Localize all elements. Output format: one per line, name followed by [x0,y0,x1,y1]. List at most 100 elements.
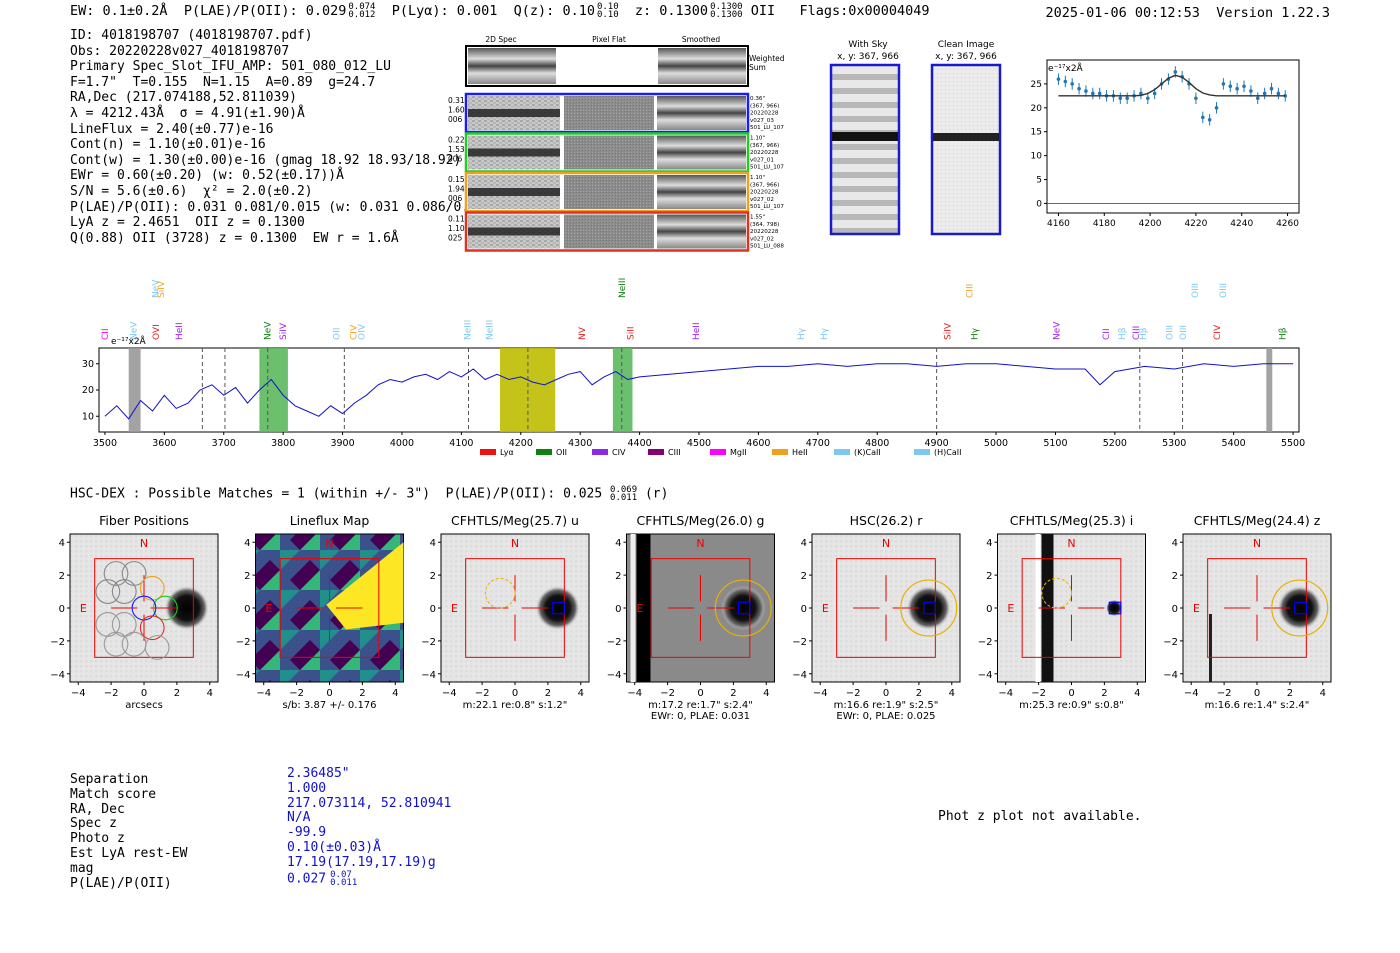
panel-xtick-label: 4 [1134,688,1140,699]
image-panel-caption: m:25.3 re:0.9" s:0.8" [1019,700,1124,711]
zoom-ytick-label: 5 [1036,176,1042,186]
cutout-row-right-label: 501_LU_107 [750,165,784,171]
panel-ytick-label: 4 [801,538,807,549]
header-z-range: 0.1300 0.1300 [710,2,743,20]
panel-ytick-label: 0 [615,604,621,615]
zoom-ytick-label: 10 [1031,152,1043,162]
cutout-row-left-label: 0.15 [448,175,465,184]
summary-value: -99.9 [287,825,327,841]
summary-value: 1.000 [287,780,327,796]
full-xtick-label: 3900 [330,438,354,449]
full-xtick-label: 5000 [984,438,1008,449]
info-line: P(LAE)/P(OII): 0.031 0.081/0.015 (w: 0.0… [70,199,501,215]
spectrum-shade [612,348,633,432]
photz-note: Phot z plot not available. [938,809,1142,824]
full-xtick-label: 5400 [1222,438,1246,449]
clean-image-panel: Clean Image x, y: 367, 966 [930,40,1002,236]
emission-line-label: NeIII [463,320,473,340]
panel-ytick-label: 2 [801,571,807,582]
panel-xtick-label: 4 [207,688,213,699]
zoom-xtick-label: 4260 [1276,219,1299,229]
emission-line-label: HeII [692,322,702,340]
image-panel-caption-2: EWr: 0, PLAE: 0.031 [651,711,750,720]
info-line: Cont(n) = 1.10(±0.01)e-16 [70,137,266,153]
east-label: E [636,602,643,615]
emission-line-label: Hβ [1139,327,1149,340]
imaging-panels: Fiber Positions N E −4 −4 −2 −2 0 0 2 2 4 4 arcsecs Li… [50,513,1332,720]
zoom-point [1063,79,1068,84]
header-plae: P(LAE)/P(OII): 0.029 [183,3,347,19]
panel-ytick-label: 4 [615,538,621,549]
info-line: LineFlux = 2.40(±0.77)e-16 [70,121,274,137]
panel-ytick-label: 4 [59,538,65,549]
panel-ytick-label: −2 [792,637,807,648]
panel-ytick-label: 0 [986,604,992,615]
image-stripe [636,534,651,682]
emission-line-label: Hγ [820,327,830,340]
panel-ytick-label: −2 [607,637,622,648]
header-z: z: 0.1300 [634,3,709,19]
north-label: N [140,537,148,550]
legend-swatch [834,449,850,455]
cutout-2d-trace [468,188,560,196]
emission-line-label: CII [101,328,111,340]
full-xtick-label: 4600 [746,438,770,449]
image-panel: CFHTLS/Meg(25.3) i N E −4 −4 −2 −2 0 0 2 2 4 4 m:25.3… [978,513,1146,711]
info-line: RA,Dec (217.074188,52.811039) [70,90,297,106]
weighted-sum-label: Weighted [749,54,785,63]
zoom-point [1146,96,1150,101]
panel-xtick-label: −2 [104,688,119,699]
aperture-box [94,558,194,658]
match-ellipse [900,579,958,637]
panel-ytick-label: 2 [615,571,621,582]
north-label: N [696,537,704,550]
full-ytick-label: 20 [82,385,94,396]
summary-label: P(LAE)/P(OII) [70,875,172,891]
image-panel-frame [997,533,1146,683]
east-label: E [1193,602,1200,615]
panel-xtick-label: −4 [627,688,642,699]
panel-xtick-label: 4 [1320,688,1326,699]
full-xtick-label: 4900 [925,438,949,449]
cutout-row-right-label: 20220228 [750,190,779,196]
cutout-row-right-label: 0.36" [750,96,765,102]
panel-ytick-label: −4 [50,670,65,681]
zoom-point [1228,84,1233,89]
cutout-row-right-label: 20220228 [750,150,779,156]
summary-value: 217.073114, 52.810941 [287,795,452,811]
header-ew: EW: 0.1±0.2Å [70,3,168,19]
panel-ytick-label: −2 [236,637,251,648]
header-datetime-version: 2025-01-06 00:12:53 Version 1.22.3 [1046,5,1331,21]
panel-ytick-label: 2 [430,571,436,582]
spectrum-line [104,363,1294,420]
zoom-point [1262,91,1267,96]
image-stripe [1209,614,1212,682]
panel-xtick-label: 0 [1254,688,1260,699]
source-blob [1277,585,1322,631]
emission-line-label: Hβ [1278,327,1288,340]
fiber-circle [103,561,129,586]
zoom-point [1283,94,1288,98]
cutout-row-left-label: 025 [448,234,463,243]
cutout-row-left-label: 0.31 [448,96,465,105]
panel-xtick-label: 0 [697,688,703,699]
emission-line-label: NeIII [618,278,628,298]
header-qz: Q(z): 0.10 [513,3,595,19]
zoom-xtick-label: 4220 [1184,219,1207,229]
hsc-header-range: 0.069 0.011 [610,485,638,503]
east-label: E [80,602,87,615]
panel-xtick-label: 2 [1287,688,1293,699]
summary-plae-range: 0.07 0.011 [330,869,358,888]
zoom-ytick-label: 0 [1036,199,1042,209]
summary-label: Separation [70,772,149,787]
candidate-ellipse [484,577,516,609]
east-label: E [822,602,829,615]
cutout-pixel-flat [564,135,654,170]
image-panel-title: CFHTLS/Meg(25.7) u [451,513,579,528]
cutout-row-right-label: 1.55" [750,215,765,221]
cutout-row-right-label: v027_02 [750,236,774,242]
with-sky-title: With Sky [848,40,888,50]
